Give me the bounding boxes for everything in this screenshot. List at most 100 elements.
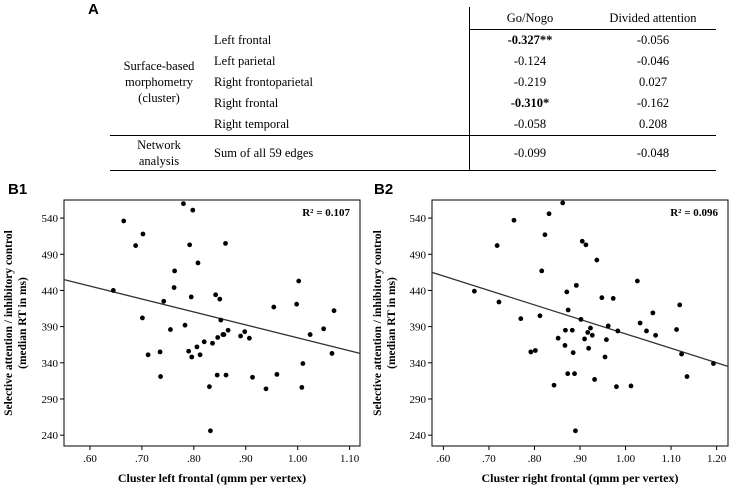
data-point	[208, 428, 213, 434]
data-point	[562, 343, 568, 348]
data-point	[194, 344, 200, 350]
data-point	[573, 282, 579, 288]
divided-cell: -0.056	[636, 33, 670, 47]
x-tick-label: 1.10	[340, 453, 360, 465]
data-point	[110, 288, 116, 293]
x-tick-label: 1.20	[707, 453, 727, 465]
data-point	[565, 371, 571, 377]
data-point	[532, 348, 538, 353]
x-tick-label: .80	[187, 453, 201, 465]
data-point	[218, 317, 224, 323]
panel-b2-label: B2	[374, 181, 394, 198]
x-tick-label: .60	[83, 453, 97, 465]
data-point	[331, 308, 337, 314]
plot-frame	[431, 199, 729, 447]
data-point	[274, 371, 280, 377]
group-label-network: Network analysis	[110, 135, 208, 171]
region-cell: Left frontal	[214, 32, 272, 47]
data-point	[594, 257, 600, 263]
divided-cell: 0.208	[638, 117, 668, 131]
y-axis-label-units: (median RT in ms)	[386, 277, 398, 369]
data-point	[602, 354, 608, 360]
data-point	[605, 323, 611, 329]
region-cell: Sum of all 59 edges	[208, 135, 470, 171]
group-label-morphometry: Surface-based morphometry (cluster)	[123, 59, 195, 106]
y-tick-label: 340	[42, 358, 59, 370]
data-point	[307, 332, 313, 337]
divided-cell: -0.048	[590, 135, 716, 171]
y-tick-label: 540	[42, 213, 59, 225]
table-header-row: Go/Nogo Divided attention	[110, 7, 716, 30]
data-point	[569, 327, 575, 333]
divided-cell: -0.046	[636, 54, 670, 68]
y-tick-label: 240	[42, 430, 59, 442]
data-point	[546, 211, 552, 217]
panel-a-label: A	[88, 1, 99, 18]
data-point	[599, 295, 605, 301]
data-point	[121, 218, 127, 224]
r-squared-annotation: R² = 0.107	[302, 207, 350, 219]
data-point	[653, 332, 658, 338]
data-point	[471, 288, 477, 294]
y-tick-label: 390	[410, 322, 427, 334]
scatter-chart-b2: 240 290 340 390 440 490 540 .60 .70 .80 .90 1.00 1.1…	[372, 199, 729, 485]
data-point	[168, 327, 173, 332]
data-point	[329, 350, 335, 356]
y-tick-label: 290	[42, 394, 59, 406]
data-point	[158, 374, 163, 379]
table-row: Right frontal -0.310* -0.162	[110, 93, 716, 114]
gonogo-cell: -0.099	[469, 135, 590, 171]
region-cell: Right frontoparietal	[214, 75, 313, 89]
data-point	[511, 217, 517, 223]
x-axis-label: Cluster left frontal (qmm per vertex)	[118, 471, 306, 485]
data-point	[542, 232, 548, 238]
x-tick-label: .90	[573, 453, 587, 465]
data-point	[213, 292, 219, 298]
data-point	[650, 310, 656, 316]
data-point	[634, 278, 640, 284]
data-point	[494, 243, 500, 248]
data-point	[588, 325, 593, 331]
data-point	[300, 361, 306, 366]
data-point	[182, 322, 188, 328]
data-point	[250, 374, 255, 380]
region-cell: Right temporal	[214, 117, 290, 131]
data-point	[684, 374, 690, 379]
table-row: Right temporal -0.058 0.208	[110, 114, 716, 136]
x-tick-label: 1.10	[661, 453, 681, 465]
data-point	[221, 332, 227, 337]
y-tick-label: 340	[410, 358, 427, 370]
divided-cell: -0.162	[636, 96, 670, 110]
data-point	[223, 372, 229, 378]
r-squared-annotation: R² = 0.096	[670, 207, 718, 219]
data-point	[214, 372, 220, 378]
table-row: Right frontoparietal -0.219 0.027	[110, 72, 716, 93]
gonogo-cell: -0.124	[469, 51, 590, 72]
data-point	[518, 316, 524, 322]
data-point	[539, 268, 545, 274]
data-point	[157, 349, 163, 355]
data-point	[592, 377, 597, 382]
x-tick-label: .70	[482, 453, 496, 465]
data-point	[188, 294, 194, 300]
data-point	[246, 335, 252, 341]
data-point	[263, 386, 269, 392]
y-axis-label-units: (median RT in ms)	[17, 277, 29, 369]
data-point	[564, 289, 570, 295]
data-point	[679, 351, 684, 357]
y-axis-label: Selective attention / inhibitory control	[372, 230, 384, 416]
data-point	[560, 200, 566, 206]
data-point	[628, 383, 634, 389]
data-point	[181, 201, 186, 207]
y-tick-label: 240	[410, 430, 427, 442]
x-tick-label: 1.00	[288, 453, 308, 465]
data-point	[570, 350, 576, 356]
data-point	[217, 296, 223, 302]
data-point	[677, 302, 683, 308]
gonogo-cell: -0.058	[469, 114, 590, 136]
data-point	[197, 352, 203, 358]
data-point	[644, 328, 649, 334]
table-row-network: Network analysis Sum of all 59 edges -0.…	[110, 135, 716, 171]
data-point	[172, 268, 178, 274]
data-point	[586, 345, 592, 351]
